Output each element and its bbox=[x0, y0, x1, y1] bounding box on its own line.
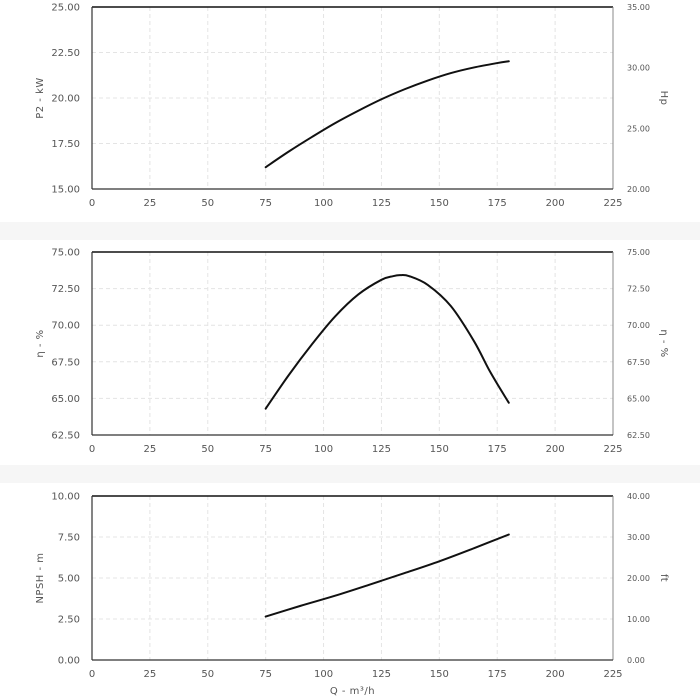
series-line-1 bbox=[264, 274, 510, 410]
series-line-1 bbox=[264, 533, 510, 618]
y2-tick-label: 72.50 bbox=[627, 285, 650, 294]
x-tick-label: 100 bbox=[314, 669, 333, 680]
y-tick-label: 72.50 bbox=[51, 284, 80, 295]
x-tick-label: 100 bbox=[314, 444, 333, 455]
y-tick-label: 10.00 bbox=[51, 492, 80, 503]
plot-area bbox=[92, 252, 613, 435]
y2-tick-label: 75.00 bbox=[627, 248, 650, 257]
x-tick-label: 0 bbox=[89, 444, 95, 455]
x-tick-label: 50 bbox=[201, 669, 214, 680]
y2-axis-label: Hp bbox=[658, 91, 669, 106]
x-tick-label: 75 bbox=[259, 444, 272, 455]
y2-tick-label: 35.00 bbox=[627, 3, 650, 12]
x-tick-label: 150 bbox=[430, 444, 449, 455]
x-tick-label: 175 bbox=[488, 198, 507, 209]
chart-panel-2: 62.50 65.00 67.50 70.00 72.50 75.00 62.50 65.00… bbox=[35, 248, 669, 456]
x-tick-label: 75 bbox=[259, 669, 272, 680]
y-axis-label: η - % bbox=[35, 329, 46, 357]
y-tick-label: 0.00 bbox=[58, 656, 80, 667]
y-tick-label: 7.50 bbox=[58, 533, 80, 544]
y2-tick-label: 62.50 bbox=[627, 431, 650, 440]
x-axis-label: Q - m³/h bbox=[330, 686, 375, 697]
y2-tick-label: 10.00 bbox=[627, 615, 650, 624]
chart-panel-1: 15.00 17.50 20.00 22.50 25.00 20.00 25.00 30.00… bbox=[35, 3, 669, 210]
y2-tick-label: 65.00 bbox=[627, 394, 650, 403]
y-tick-label: 2.50 bbox=[58, 615, 80, 626]
y2-tick-label: 40.00 bbox=[627, 492, 650, 501]
x-tick-label: 225 bbox=[603, 198, 622, 209]
x-tick-label: 200 bbox=[546, 198, 565, 209]
y2-tick-label: 70.00 bbox=[627, 321, 650, 330]
y-axis-label: P2 - kW bbox=[35, 77, 46, 119]
x-tick-label: 125 bbox=[372, 669, 391, 680]
x-tick-label: 75 bbox=[259, 198, 272, 209]
y-axis-label: NPSH - m bbox=[35, 552, 46, 603]
y2-tick-label: 0.00 bbox=[627, 656, 645, 665]
y-tick-label: 15.00 bbox=[51, 185, 80, 196]
x-tick-label: 150 bbox=[430, 198, 449, 209]
x-tick-label: 0 bbox=[89, 669, 95, 680]
y2-tick-label: 30.00 bbox=[627, 64, 650, 73]
x-tick-label: 25 bbox=[144, 198, 157, 209]
y2-tick-label: 20.00 bbox=[627, 574, 650, 583]
x-tick-label: 225 bbox=[603, 444, 622, 455]
x-tick-label: 25 bbox=[144, 669, 157, 680]
y-tick-label: 65.00 bbox=[51, 394, 80, 405]
y-tick-label: 70.00 bbox=[51, 321, 80, 332]
x-tick-label: 0 bbox=[89, 198, 95, 209]
y2-tick-label: 30.00 bbox=[627, 533, 650, 542]
x-tick-label: 125 bbox=[372, 444, 391, 455]
y-tick-label: 62.50 bbox=[51, 431, 80, 442]
x-tick-label: 175 bbox=[488, 669, 507, 680]
x-tick-label: 125 bbox=[372, 198, 391, 209]
y-tick-label: 22.50 bbox=[51, 48, 80, 59]
x-tick-label: 50 bbox=[201, 198, 214, 209]
y2-axis-label: ft bbox=[658, 574, 669, 582]
x-tick-label: 25 bbox=[144, 444, 157, 455]
y2-axis-label: η - % bbox=[658, 329, 669, 357]
panel-separator bbox=[0, 465, 700, 483]
y-tick-label: 25.00 bbox=[51, 3, 80, 14]
panel-separator bbox=[0, 222, 700, 240]
x-tick-label: 150 bbox=[430, 669, 449, 680]
y-tick-label: 5.00 bbox=[58, 574, 80, 585]
x-tick-label: 225 bbox=[603, 669, 622, 680]
y-tick-label: 20.00 bbox=[51, 94, 80, 105]
chart-panel-3: 0.00 2.50 5.00 7.50 10.00 0.00 10.00 20.00 30.00… bbox=[35, 492, 669, 698]
x-tick-label: 100 bbox=[314, 198, 333, 209]
y2-tick-label: 25.00 bbox=[627, 124, 650, 133]
x-tick-label: 175 bbox=[488, 444, 507, 455]
x-tick-label: 200 bbox=[546, 444, 565, 455]
y-tick-label: 17.50 bbox=[51, 139, 80, 150]
y2-tick-label: 67.50 bbox=[627, 358, 650, 367]
y-tick-label: 75.00 bbox=[51, 248, 80, 259]
y-tick-label: 67.50 bbox=[51, 357, 80, 368]
y2-tick-label: 20.00 bbox=[627, 185, 650, 194]
x-tick-label: 50 bbox=[201, 444, 214, 455]
series-line-1 bbox=[264, 60, 510, 169]
x-tick-label: 200 bbox=[546, 669, 565, 680]
